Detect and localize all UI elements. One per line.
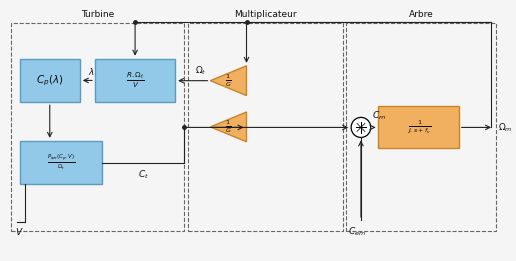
Text: Arbre: Arbre [409, 9, 433, 19]
Text: $C_{em}$: $C_{em}$ [348, 226, 366, 238]
Text: $\frac{P_{aér}(C_p,V)}{\Omega_t}$: $\frac{P_{aér}(C_p,V)}{\Omega_t}$ [47, 153, 75, 172]
Bar [379, 106, 459, 149]
Circle shape [351, 117, 370, 138]
Bar [188, 23, 343, 231]
Text: $C_p(\lambda)$: $C_p(\lambda)$ [36, 73, 63, 88]
Text: $\Omega_t$: $\Omega_t$ [195, 64, 207, 76]
Text: $C_m$: $C_m$ [372, 110, 386, 122]
Bar [95, 58, 175, 102]
Text: $\lambda$: $\lambda$ [88, 66, 94, 77]
Text: $C_t$: $C_t$ [138, 169, 149, 181]
Text: $\frac{R.\Omega_t}{V}$: $\frac{R.\Omega_t}{V}$ [126, 70, 144, 90]
Text: $\Omega_m$: $\Omega_m$ [498, 121, 513, 134]
Text: Turbine: Turbine [81, 9, 115, 19]
Polygon shape [211, 66, 247, 96]
Bar [346, 23, 496, 231]
Text: $\frac{1}{G}$: $\frac{1}{G}$ [225, 72, 232, 89]
Bar [11, 23, 184, 231]
Text: $\frac{1}{G}$: $\frac{1}{G}$ [225, 118, 232, 135]
Text: $V$: $V$ [15, 226, 24, 237]
Polygon shape [211, 112, 247, 142]
Text: $\frac{1}{J.s+f_v}$: $\frac{1}{J.s+f_v}$ [407, 119, 431, 136]
Text: Multiplicateur: Multiplicateur [234, 9, 297, 19]
Bar [20, 141, 103, 185]
Bar [20, 58, 80, 102]
